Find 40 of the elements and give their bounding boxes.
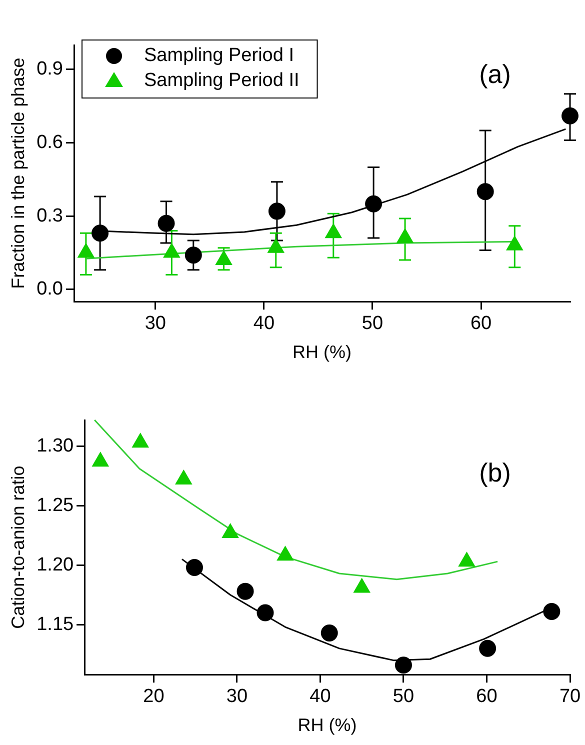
point: [132, 433, 149, 448]
y-axis-title: Cation-to-anion ratio: [8, 466, 28, 629]
x-tick-label: 50: [362, 313, 384, 334]
point: [320, 624, 338, 642]
legend-label: Sampling Period I: [144, 45, 294, 66]
x-tick-label: 50: [392, 686, 414, 708]
x-tick-label: 60: [476, 686, 498, 708]
y-tick-label: 1.25: [36, 494, 74, 516]
point: [92, 452, 109, 467]
y-tick-label: 0.9: [36, 58, 64, 80]
x-tick-label: 70: [559, 686, 581, 708]
point: [256, 604, 274, 622]
y-tick-label: 1.20: [36, 554, 74, 576]
point: [236, 582, 254, 600]
legend-label: Sampling Period II: [144, 70, 300, 92]
y-tick-label: 0.0: [36, 278, 64, 300]
point: [222, 524, 239, 538]
point: [186, 559, 203, 576]
x-tick-label: 20: [143, 686, 164, 708]
point: [479, 640, 496, 657]
point: [354, 578, 370, 593]
annotation: (b): [479, 458, 511, 488]
point: [458, 552, 476, 567]
x-tick-label: 40: [310, 686, 331, 708]
point: [543, 603, 560, 620]
y-tick-label: 0.3: [36, 205, 64, 226]
point: [394, 656, 412, 674]
point: [175, 470, 192, 484]
x-axis-title: RH (%): [292, 342, 352, 362]
y-tick-label: 0.6: [36, 132, 64, 153]
x-tick-label: 40: [253, 313, 275, 334]
point: [276, 546, 294, 561]
x-tick-label: 30: [226, 686, 248, 708]
y-tick-label: 1.30: [36, 435, 74, 456]
x-tick-label: 30: [144, 313, 166, 334]
y-tick-label: 1.15: [36, 614, 74, 635]
x-axis-title: RH (%): [298, 715, 357, 736]
annotation: (a): [479, 58, 511, 89]
x-tick-label: 60: [470, 313, 492, 334]
y-axis-title: Fraction in the particle phase: [8, 58, 28, 289]
